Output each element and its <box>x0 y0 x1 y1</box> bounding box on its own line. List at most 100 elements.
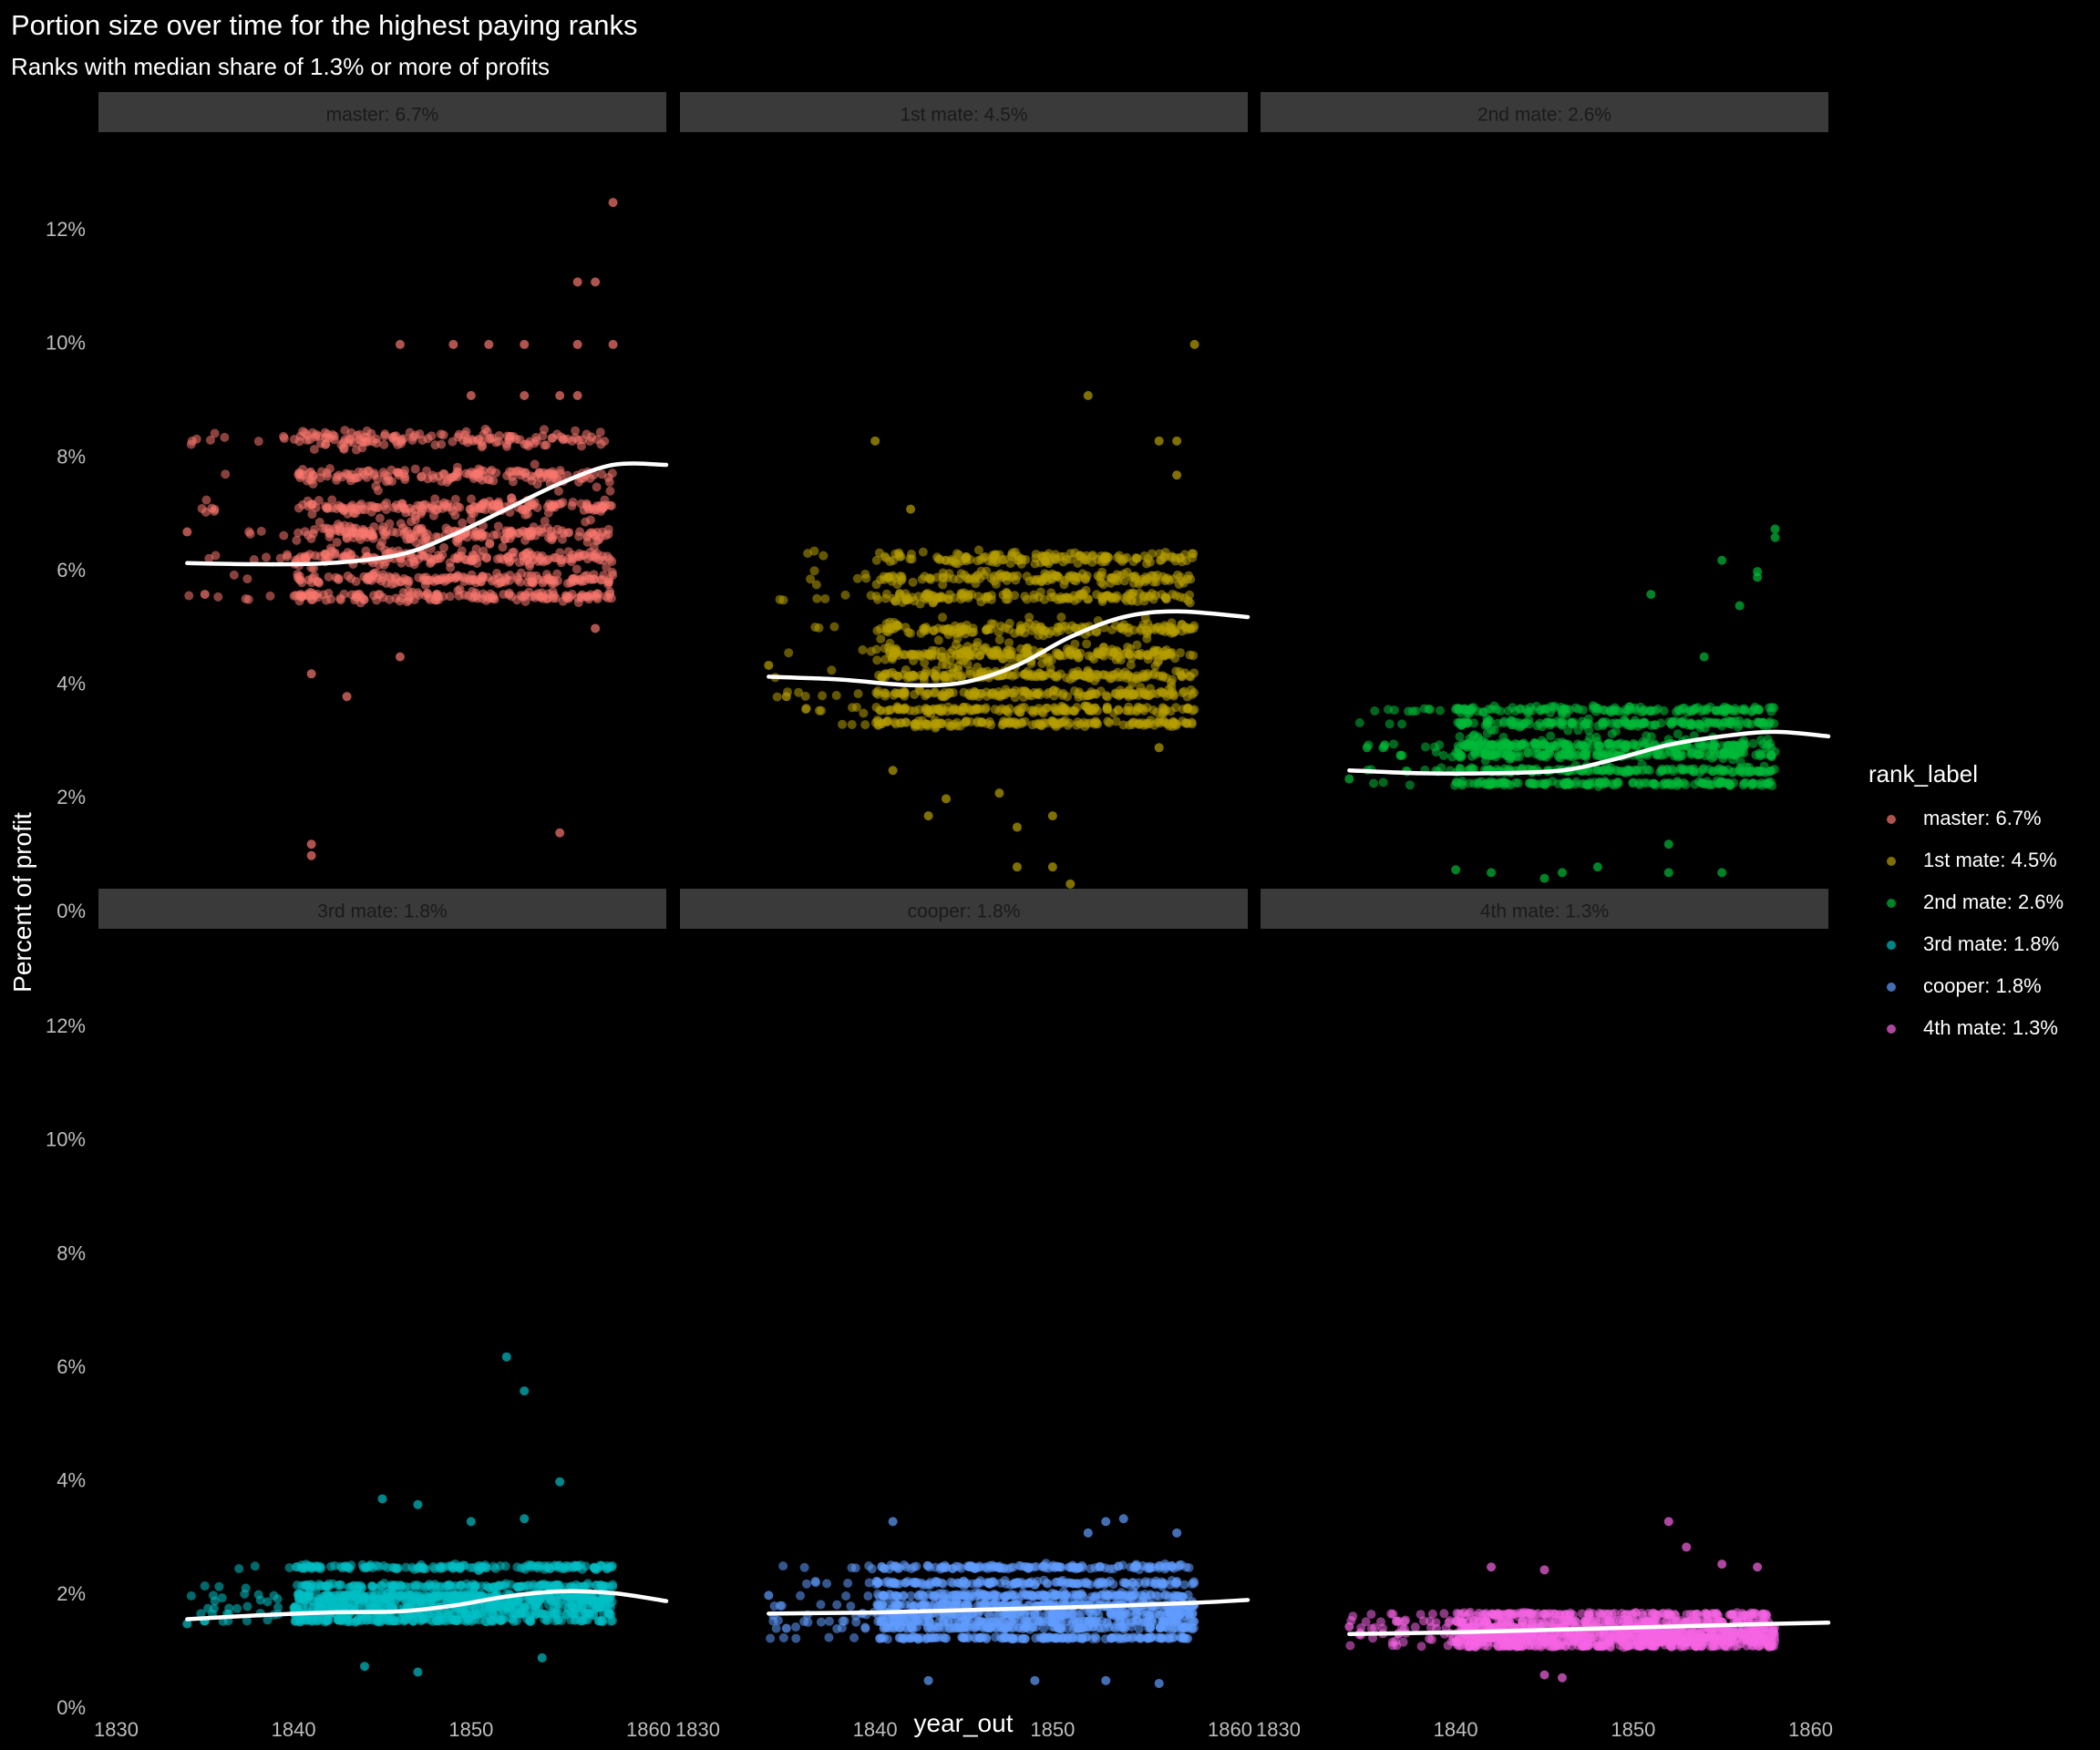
data-point <box>901 717 911 727</box>
y-tick-label: 12% <box>46 218 86 241</box>
data-point <box>456 1580 466 1590</box>
data-point <box>572 1560 582 1570</box>
data-point <box>547 535 557 545</box>
data-point <box>1158 704 1168 714</box>
data-point <box>556 558 566 568</box>
data-point <box>1628 778 1638 788</box>
data-point <box>1638 736 1648 746</box>
data-point <box>1411 706 1421 716</box>
data-point <box>462 532 472 542</box>
data-point <box>1552 716 1562 726</box>
data-point <box>1082 571 1092 581</box>
data-point <box>391 1586 401 1596</box>
data-point <box>1344 774 1354 784</box>
data-point <box>959 703 969 713</box>
data-point <box>1167 618 1177 628</box>
data-point <box>1707 746 1717 756</box>
data-point <box>487 433 497 443</box>
data-point <box>1380 740 1390 750</box>
data-point <box>1717 555 1727 565</box>
data-point <box>926 708 936 718</box>
data-point <box>1385 719 1395 729</box>
data-point <box>1175 666 1185 676</box>
data-point <box>381 527 391 537</box>
data-point <box>882 715 892 726</box>
data-point <box>1727 747 1737 757</box>
data-point <box>589 574 599 584</box>
data-point <box>874 548 884 558</box>
data-point <box>381 477 391 487</box>
data-point <box>364 1598 374 1608</box>
data-point <box>1739 736 1749 746</box>
data-point <box>932 705 942 715</box>
data-point <box>1489 701 1499 711</box>
data-point <box>543 1561 553 1571</box>
data-point <box>224 1603 234 1613</box>
data-point <box>379 500 389 510</box>
data-point <box>594 555 604 565</box>
data-point <box>294 468 304 479</box>
data-point <box>191 434 201 444</box>
data-point <box>304 575 314 585</box>
data-point <box>1070 639 1080 649</box>
data-point <box>602 1563 612 1573</box>
data-point <box>1032 689 1042 699</box>
data-point <box>489 530 499 540</box>
data-point <box>1420 742 1430 752</box>
data-point <box>243 594 253 604</box>
data-point <box>1039 717 1049 727</box>
data-point <box>976 555 986 565</box>
data-point <box>884 705 894 715</box>
data-point <box>1702 705 1712 715</box>
data-point <box>1652 704 1662 714</box>
data-point <box>1724 779 1735 789</box>
data-point <box>1454 704 1464 714</box>
data-point <box>392 528 402 538</box>
data-point <box>343 509 353 519</box>
data-point <box>943 594 953 604</box>
data-point <box>436 1561 446 1571</box>
data-point <box>1487 868 1497 878</box>
data-point <box>379 439 389 449</box>
data-point <box>520 391 530 400</box>
data-point <box>205 435 215 445</box>
data-point <box>1607 778 1617 788</box>
data-point <box>806 574 816 584</box>
data-point <box>377 537 387 547</box>
y-tick-label: 0% <box>57 900 86 922</box>
data-point <box>294 596 304 606</box>
data-point <box>1060 622 1070 632</box>
data-point <box>1610 703 1620 713</box>
data-point <box>883 572 893 582</box>
data-point <box>283 551 293 561</box>
data-point <box>325 543 335 553</box>
data-point <box>1585 733 1595 743</box>
data-point <box>1074 692 1084 702</box>
data-point <box>568 574 578 584</box>
data-point <box>1152 707 1162 717</box>
data-point <box>1573 726 1583 736</box>
data-point <box>1397 719 1407 729</box>
data-point <box>573 435 583 445</box>
y-tick-label: 4% <box>57 1469 86 1492</box>
data-point <box>306 669 316 679</box>
data-point <box>929 625 939 635</box>
data-point <box>1607 729 1617 739</box>
data-point <box>598 501 608 511</box>
data-point <box>1040 573 1050 583</box>
data-point <box>880 672 890 682</box>
data-point <box>301 1560 311 1570</box>
data-point <box>1770 532 1780 542</box>
data-point <box>940 625 950 635</box>
data-point <box>487 1601 497 1611</box>
data-point <box>810 623 820 633</box>
data-point <box>1146 592 1156 602</box>
data-point <box>1143 668 1153 678</box>
x-tick-label: 1850 <box>1030 1718 1075 1741</box>
data-point <box>1590 765 1600 775</box>
data-point <box>1100 552 1110 562</box>
data-point <box>434 471 444 481</box>
data-point <box>968 643 978 653</box>
data-point <box>781 692 791 702</box>
data-point <box>460 573 470 583</box>
